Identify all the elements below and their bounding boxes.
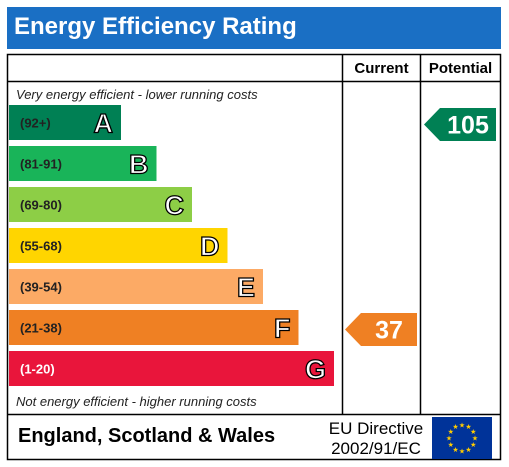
band-c-bar bbox=[9, 187, 192, 222]
flag-star: ★ bbox=[446, 435, 452, 443]
flag-star: ★ bbox=[452, 423, 458, 431]
flag-star: ★ bbox=[465, 446, 471, 454]
band-e-range: (39-54) bbox=[20, 280, 62, 295]
directive-line2: 2002/91/EC bbox=[331, 439, 421, 458]
band-d-bar bbox=[9, 228, 228, 263]
band-b-bar bbox=[9, 146, 157, 181]
bottom-note: Not energy efficient - higher running co… bbox=[16, 394, 257, 409]
band-f-range: (21-38) bbox=[20, 321, 62, 336]
band-e-bar bbox=[9, 269, 263, 304]
band-d-range: (55-68) bbox=[20, 239, 62, 254]
band-c-letter: C bbox=[165, 191, 185, 221]
flag-star: ★ bbox=[459, 448, 465, 456]
flag-star: ★ bbox=[448, 428, 454, 436]
flag-star: ★ bbox=[465, 423, 471, 431]
flag-star: ★ bbox=[448, 441, 454, 449]
flag-star: ★ bbox=[470, 428, 476, 436]
directive-line1: EU Directive bbox=[328, 419, 424, 438]
chart-frame bbox=[6, 53, 502, 461]
band-g-bar bbox=[9, 351, 334, 386]
flag-star: ★ bbox=[472, 435, 478, 443]
footer-region: England, Scotland & Wales bbox=[18, 425, 276, 447]
band-f-bar bbox=[9, 310, 299, 345]
current-marker bbox=[345, 313, 417, 346]
band-c-range: (69-80) bbox=[20, 198, 62, 213]
footer-directive: EU Directive 2002/91/EC bbox=[326, 419, 426, 459]
title-bar bbox=[7, 7, 501, 49]
flag-star: ★ bbox=[470, 441, 476, 449]
top-note: Very energy efficient - lower running co… bbox=[16, 87, 258, 102]
band-d-letter: D bbox=[200, 232, 220, 262]
chart-title: Energy Efficiency Rating bbox=[14, 13, 297, 40]
band-b-range: (81-91) bbox=[20, 157, 62, 172]
potential-column-header: Potential bbox=[428, 60, 493, 77]
band-f-letter: F bbox=[274, 314, 291, 344]
band-g-letter: G bbox=[305, 355, 326, 385]
potential-marker bbox=[424, 108, 496, 141]
band-e-letter: E bbox=[237, 273, 255, 303]
flag-star: ★ bbox=[459, 422, 465, 430]
band-a-letter: A bbox=[94, 109, 114, 139]
eu-flag-icon: ★ ★★★★★★★★★★★ bbox=[432, 417, 492, 459]
band-b-letter: B bbox=[129, 150, 149, 180]
band-a-bar bbox=[9, 105, 121, 140]
potential-value: 105 bbox=[447, 112, 489, 140]
current-column-header: Current bbox=[354, 60, 409, 77]
flag-star: ★ bbox=[452, 446, 458, 454]
current-value: 37 bbox=[375, 317, 403, 345]
band-a-range: (92+) bbox=[20, 116, 51, 131]
band-g-range: (1-20) bbox=[20, 362, 55, 377]
